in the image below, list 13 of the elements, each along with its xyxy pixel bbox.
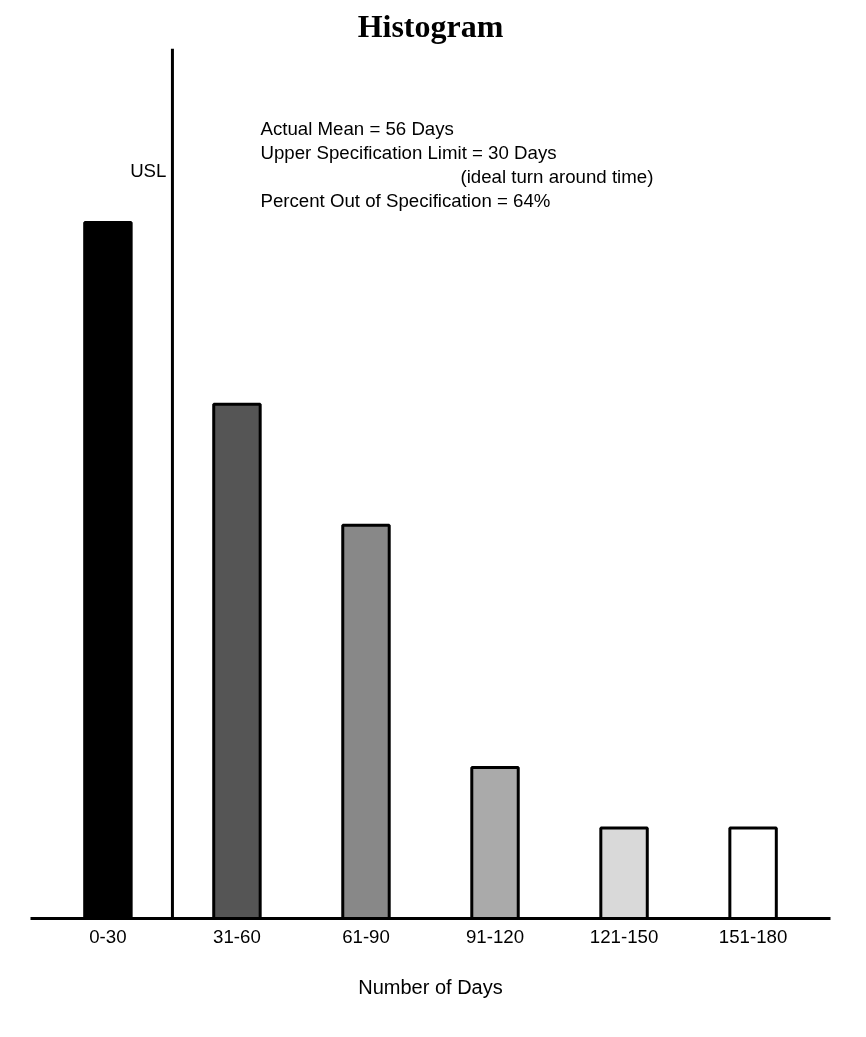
x-tick-label: 31-60 [213,925,261,947]
x-tick-label: 0-30 [89,925,127,947]
x-tick-label: 121-150 [589,925,659,947]
x-tick-label: 151-180 [718,925,788,947]
chart-title: Histogram [357,7,504,44]
text: USL [130,159,167,181]
text: Actual Mean = 56 Days [260,117,454,139]
text: (ideal turn around time) [460,165,654,187]
x-axis-title: Number of Days [358,975,503,998]
x-tick-label: 91-120 [465,925,525,947]
text: Percent Out of Specification = 64% [260,189,551,211]
x-tick-label: 61-90 [342,925,390,947]
text: Upper Specification Limit = 30 Days [260,141,557,163]
